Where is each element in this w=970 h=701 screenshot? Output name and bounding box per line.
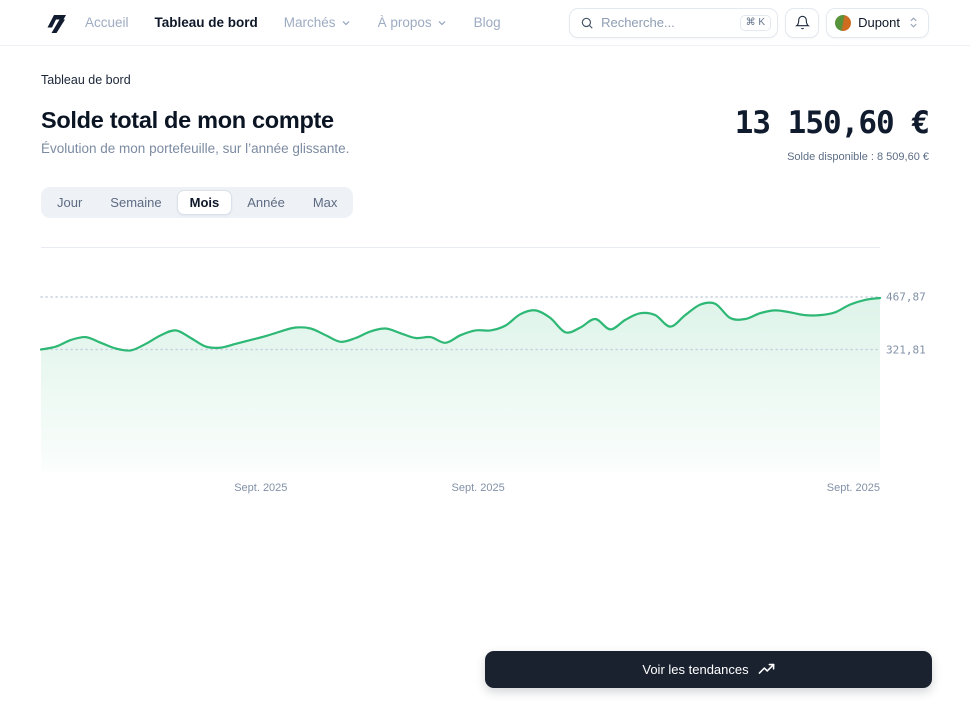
x-axis-label: Sept. 2025 [826,482,880,494]
user-name: Dupont [858,15,900,30]
balance-area-chart[interactable] [39,247,882,472]
voir-les-tendances-button[interactable]: Voir les tendances [485,651,932,688]
page-subtitle: Évolution de mon portefeuille, sur l’ann… [41,141,350,156]
notifications-button[interactable] [785,7,820,38]
main-nav: Accueil Tableau de bord Marchés À propos… [85,15,501,30]
balance-chart-area: 467,87 321,81 Sept. 2025 Sept. 2025 Sept. 2… [39,247,926,500]
available-balance-value: 8 509,60 € [877,151,929,163]
bell-icon [794,15,810,30]
x-axis-labels: Sept. 2025 Sept. 2025 Sept. 2025 [41,482,880,500]
nav-label: À propos [377,15,432,30]
nav-label: Accueil [85,15,129,30]
user-menu-button[interactable]: Dupont [826,7,929,38]
logo-47-bolt-icon [47,14,66,33]
main-content: Tableau de bord Solde total de mon compt… [0,73,970,500]
nav-item-tableau-de-bord[interactable]: Tableau de bord [155,15,258,30]
period-tabs: Jour Semaine Mois Année Max [41,187,354,218]
keyboard-shortcut-badge: ⌘ K [739,14,772,31]
tab-jour[interactable]: Jour [44,190,95,215]
nav-label: Tableau de bord [154,15,258,30]
tab-annee[interactable]: Année [234,190,298,215]
tab-mois[interactable]: Mois [176,190,233,215]
chevron-down-icon [342,20,350,25]
search-input[interactable] [601,15,733,30]
nav-item-accueil[interactable]: Accueil [85,15,129,30]
nav-right-cluster: ⌘ K Dupont [569,7,929,38]
search-box[interactable]: ⌘ K [569,7,779,38]
balance-chart-plot: 467,87 321,81 [39,247,926,472]
nav-label: Blog [473,15,501,30]
page-title: Solde total de mon compte [41,107,334,133]
chevrons-up-down-icon [910,17,917,28]
navbar: Accueil Tableau de bord Marchés À propos… [0,0,970,46]
trending-up-icon [758,663,774,674]
tab-semaine[interactable]: Semaine [97,190,174,215]
breadcrumb: Tableau de bord [41,73,131,87]
avatar [835,14,852,31]
chevron-down-icon [438,20,446,25]
y-grid-label: 467,87 [886,290,926,304]
x-axis-label: Sept. 2025 [234,482,288,494]
balance-block: 13 150,60 € Solde disponible : 8 509,60 … [734,105,930,163]
search-icon [581,17,593,29]
nav-item-marches[interactable]: Marchés [284,15,352,30]
available-balance: Solde disponible : 8 509,60 € [735,151,929,163]
page-header-left: Solde total de mon compte Évolution de m… [41,107,349,156]
x-axis-label: Sept. 2025 [451,482,505,494]
cta-label: Voir les tendances [642,662,749,677]
page-header: Solde total de mon compte Évolution de m… [41,105,930,163]
y-grid-label: 321,81 [886,343,926,356]
nav-label: Marchés [283,15,336,30]
brand-logo[interactable] [41,12,67,34]
nav-item-blog[interactable]: Blog [474,15,501,30]
available-balance-label: Solde disponible : [787,151,874,163]
nav-item-a-propos[interactable]: À propos [378,15,448,30]
tab-max[interactable]: Max [300,190,351,215]
total-balance-value: 13 150,60 € [734,105,930,141]
